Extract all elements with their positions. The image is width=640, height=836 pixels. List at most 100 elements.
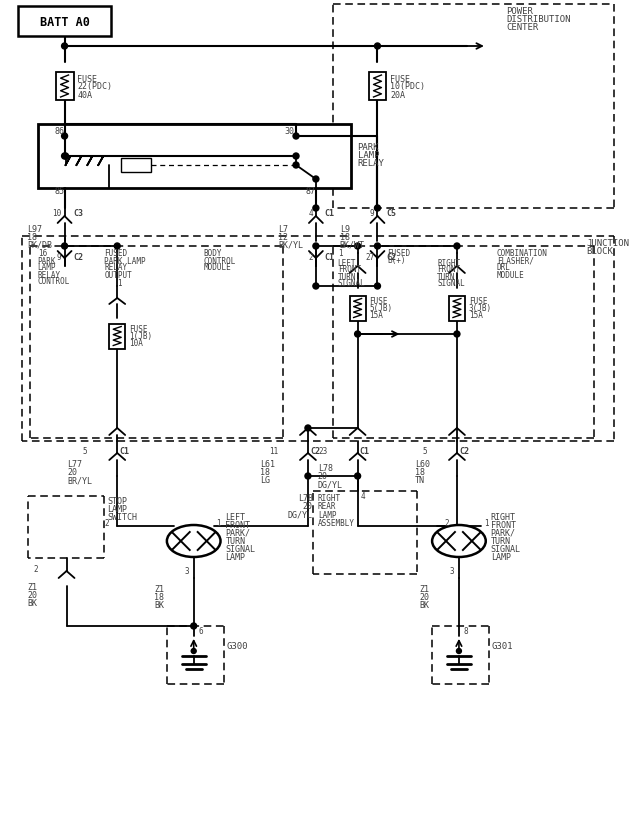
- Circle shape: [313, 176, 319, 183]
- Text: 20: 20: [318, 472, 328, 481]
- Text: 18: 18: [27, 232, 37, 242]
- Text: 20: 20: [419, 592, 429, 601]
- Text: RELAY: RELAY: [358, 158, 385, 167]
- Text: 87: 87: [306, 186, 316, 196]
- Bar: [369, 73, 387, 101]
- Bar: [449, 296, 465, 321]
- Text: 20: 20: [303, 502, 313, 511]
- Text: C1: C1: [119, 447, 129, 456]
- Text: FUSED: FUSED: [387, 249, 410, 258]
- Text: LAMP: LAMP: [491, 552, 511, 561]
- Text: TURN: TURN: [437, 273, 456, 281]
- Text: 8: 8: [464, 627, 468, 635]
- Text: PARK: PARK: [38, 256, 56, 265]
- Text: C3: C3: [74, 208, 83, 217]
- Text: JUNCTION: JUNCTION: [586, 239, 629, 248]
- Text: 1: 1: [117, 279, 122, 288]
- Text: 22(PDC): 22(PDC): [77, 83, 113, 91]
- Text: 10: 10: [52, 208, 61, 217]
- Text: FUSE: FUSE: [390, 74, 410, 84]
- Circle shape: [374, 244, 380, 250]
- Text: 11: 11: [269, 447, 278, 456]
- Text: BK: BK: [154, 599, 164, 609]
- Circle shape: [61, 44, 68, 50]
- Text: C1: C1: [325, 208, 335, 217]
- Text: TURN: TURN: [225, 536, 246, 545]
- Text: 5(JB): 5(JB): [369, 303, 393, 312]
- Text: L78: L78: [318, 464, 333, 473]
- Circle shape: [61, 154, 68, 160]
- Text: 16: 16: [38, 249, 47, 258]
- FancyBboxPatch shape: [18, 7, 111, 37]
- Text: 1: 1: [216, 517, 221, 527]
- Text: C2: C2: [74, 252, 83, 261]
- Circle shape: [293, 134, 299, 140]
- Text: DRL: DRL: [497, 263, 511, 273]
- Text: FRONT: FRONT: [225, 520, 250, 529]
- Text: RIGHT: RIGHT: [318, 494, 341, 503]
- Text: 6: 6: [198, 627, 204, 635]
- Text: FUSE: FUSE: [129, 324, 148, 333]
- Text: C5: C5: [387, 208, 396, 217]
- Circle shape: [355, 244, 360, 250]
- Text: C2: C2: [310, 447, 320, 456]
- Bar: [121, 159, 151, 173]
- Text: 2: 2: [444, 517, 449, 527]
- Text: 2: 2: [33, 563, 38, 573]
- Text: 4: 4: [360, 492, 365, 501]
- Text: DG/YL: DG/YL: [288, 510, 313, 519]
- Text: 20: 20: [68, 468, 77, 477]
- Bar: [109, 324, 125, 349]
- Text: Z1: Z1: [28, 582, 38, 591]
- Text: SWITCH: SWITCH: [108, 513, 138, 522]
- Circle shape: [305, 426, 311, 431]
- Text: CONTROL: CONTROL: [204, 256, 236, 265]
- Text: LAMP: LAMP: [318, 510, 337, 519]
- Circle shape: [456, 649, 461, 654]
- Circle shape: [305, 473, 311, 479]
- Text: DG/YL: DG/YL: [318, 480, 343, 489]
- Text: COMBINATION: COMBINATION: [497, 249, 548, 258]
- Text: B(+): B(+): [387, 256, 406, 265]
- Text: FRONT: FRONT: [437, 265, 460, 274]
- Text: 9: 9: [370, 208, 374, 217]
- Text: Z1: Z1: [154, 584, 164, 593]
- Text: L60: L60: [415, 460, 430, 469]
- Text: LAMP: LAMP: [225, 552, 246, 561]
- Text: SIGNAL: SIGNAL: [225, 544, 255, 553]
- Text: L61: L61: [260, 460, 275, 469]
- Text: C2: C2: [387, 252, 396, 261]
- Ellipse shape: [432, 525, 486, 558]
- Text: BR/YL: BR/YL: [68, 476, 93, 485]
- Circle shape: [114, 244, 120, 250]
- Bar: [56, 73, 74, 101]
- Text: PARK: PARK: [358, 142, 379, 151]
- Circle shape: [374, 283, 380, 289]
- Text: FUSE: FUSE: [369, 296, 388, 305]
- Text: 40A: 40A: [77, 90, 93, 99]
- Text: 15A: 15A: [469, 310, 483, 319]
- Text: 4: 4: [308, 208, 313, 217]
- Text: L97: L97: [27, 224, 42, 233]
- Text: C1: C1: [325, 252, 335, 261]
- Circle shape: [355, 332, 360, 338]
- Circle shape: [374, 206, 380, 212]
- Text: TN: TN: [415, 476, 425, 485]
- Text: SIGNAL: SIGNAL: [338, 279, 365, 288]
- Text: TURN: TURN: [338, 273, 356, 281]
- Text: 20A: 20A: [390, 90, 405, 99]
- Text: 86: 86: [54, 127, 65, 136]
- Text: FLASHER/: FLASHER/: [497, 256, 534, 265]
- Text: 30: 30: [284, 127, 294, 136]
- Text: 5: 5: [422, 447, 427, 456]
- Text: CENTER: CENTER: [507, 23, 539, 32]
- Text: REAR: REAR: [318, 502, 337, 511]
- Text: 3(JB): 3(JB): [469, 303, 492, 312]
- Text: BK/YL: BK/YL: [278, 240, 303, 249]
- Bar: [349, 296, 365, 321]
- Text: L7: L7: [278, 224, 288, 233]
- Text: L9: L9: [340, 224, 349, 233]
- Text: LAMP: LAMP: [38, 263, 56, 273]
- Text: SIGNAL: SIGNAL: [437, 279, 465, 288]
- Text: 23: 23: [319, 447, 328, 456]
